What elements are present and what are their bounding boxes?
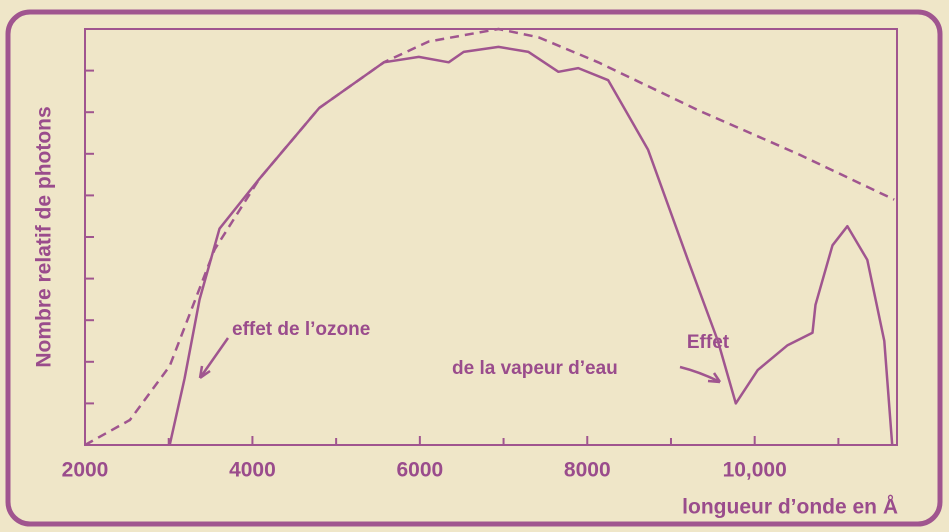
x-tick-label: 8000: [564, 459, 611, 482]
arrow: [679, 365, 722, 384]
x-tick-label: 6000: [396, 459, 443, 482]
y-axis-label: Nombre relatif de photons: [33, 106, 56, 367]
x-tick-label: 4000: [229, 459, 276, 482]
x-tick-label: 2000: [62, 459, 109, 482]
frame-border: [5, 9, 943, 527]
solid-curve: [168, 45, 894, 446]
annotation: Effet: [687, 332, 730, 353]
x-axis-label: longueur d’onde en Å: [682, 495, 898, 519]
dashed-curve: [84, 27, 895, 447]
annotation: effet de l’ozone: [232, 319, 370, 340]
plot-frame: [84, 28, 898, 446]
x-tick-label: 10,000: [723, 459, 787, 482]
arrow: [198, 337, 230, 380]
annotation: de la vapeur d’eau: [452, 358, 618, 379]
